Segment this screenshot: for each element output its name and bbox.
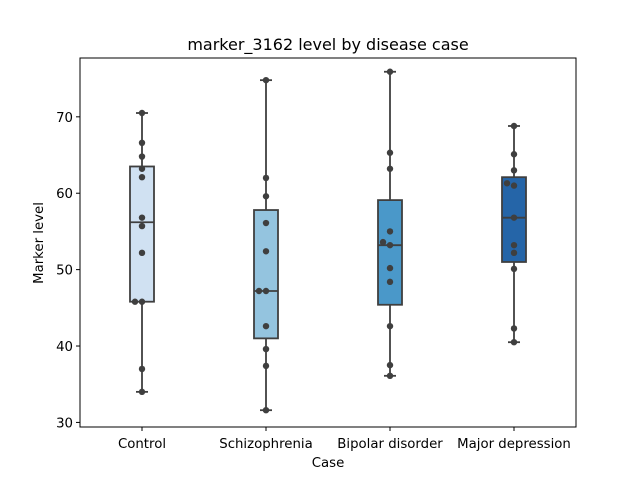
data-point (262, 362, 270, 370)
box-group (253, 79, 279, 412)
data-point (262, 193, 270, 200)
data-point (379, 238, 387, 246)
data-point (510, 122, 518, 130)
x-axis: Control Schizophrenia Bipolar disorder Majo… (118, 427, 571, 452)
data-point (138, 249, 146, 257)
data-point (138, 365, 146, 373)
data-point (262, 322, 270, 330)
y-tick-label: 70 (56, 111, 73, 126)
data-point (386, 361, 394, 369)
data-point (131, 298, 139, 305)
x-tick-label: Major depression (457, 437, 571, 452)
data-point (510, 265, 518, 273)
y-tick-label: 60 (56, 187, 73, 202)
data-point (262, 287, 270, 295)
data-point (510, 167, 518, 174)
data-point (262, 76, 270, 84)
data-point (138, 153, 146, 160)
x-tick-label: Control (118, 437, 166, 452)
box-group (377, 70, 403, 377)
box (377, 199, 403, 306)
data-point (510, 249, 518, 257)
data-point (386, 264, 394, 272)
data-point (138, 298, 146, 305)
box-group (129, 112, 155, 393)
data-point (255, 287, 263, 295)
data-point (138, 222, 146, 230)
data-point (262, 406, 270, 414)
chart-title: marker_3162 level by disease case (187, 35, 468, 55)
data-point (386, 372, 394, 380)
x-tick-label: Bipolar disorder (337, 437, 443, 452)
data-point (503, 180, 511, 187)
data-point (262, 219, 270, 227)
y-tick-label: 50 (56, 264, 73, 279)
data-point (510, 338, 518, 346)
data-point (138, 173, 146, 181)
data-point (510, 214, 518, 221)
data-point (138, 214, 146, 221)
data-point (386, 241, 394, 249)
data-point (262, 174, 270, 182)
data-point (138, 388, 146, 396)
y-axis: 30 40 50 60 70 (56, 111, 80, 431)
data-point (510, 325, 518, 332)
data-point (262, 248, 270, 255)
y-tick-label: 30 (56, 416, 73, 431)
data-point (386, 322, 394, 330)
y-tick-label: 40 (56, 340, 73, 355)
data-point (510, 241, 518, 249)
data-point (138, 139, 146, 147)
box-group (501, 125, 527, 344)
x-axis-label: Case (312, 456, 345, 471)
data-point (386, 165, 394, 172)
x-tick-label: Schizophrenia (219, 437, 312, 452)
data-point (386, 278, 394, 286)
data-point (510, 151, 518, 158)
box (253, 209, 279, 340)
plot-frame (79, 57, 577, 428)
data-point (386, 68, 394, 75)
y-axis-label: Marker level (32, 202, 47, 284)
data-point (262, 345, 270, 353)
data-point (138, 165, 146, 172)
data-point (510, 182, 518, 189)
box (129, 165, 155, 303)
data-point (386, 149, 394, 156)
plot-area (129, 68, 527, 414)
data-point (386, 228, 394, 235)
data-point (138, 109, 146, 117)
